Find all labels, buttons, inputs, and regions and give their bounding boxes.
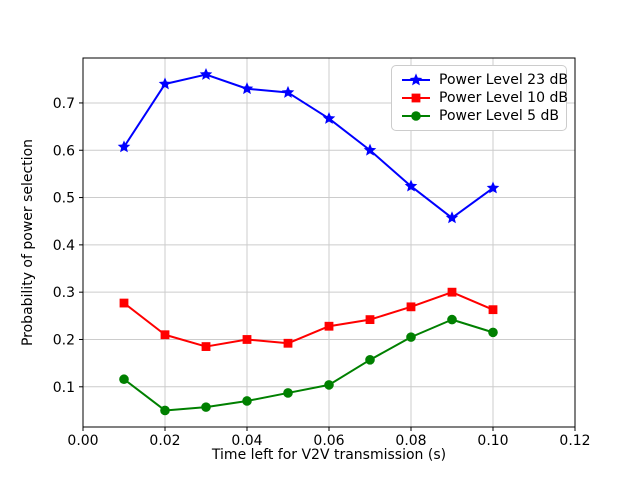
data-point-circle bbox=[324, 380, 334, 390]
x-tick-label: 0.04 bbox=[231, 433, 262, 449]
y-tick-label: 0.1 bbox=[53, 380, 75, 396]
data-point-square bbox=[406, 302, 416, 312]
x-tick-label: 0.10 bbox=[477, 433, 508, 449]
data-point-circle bbox=[488, 327, 498, 338]
y-tick-label: 0.6 bbox=[53, 143, 75, 159]
data-point-square bbox=[324, 321, 334, 331]
data-point-star bbox=[322, 111, 336, 124]
x-tick-label: 0.08 bbox=[395, 433, 426, 449]
data-point-square bbox=[201, 342, 211, 351]
data-point-star bbox=[363, 143, 377, 156]
x-tick-label: 0.00 bbox=[67, 433, 98, 449]
series-power-level-10-db bbox=[119, 287, 498, 351]
series-power-level-5-db bbox=[119, 314, 498, 416]
data-point-star bbox=[199, 67, 213, 80]
x-tick-label: 0.12 bbox=[559, 433, 590, 449]
data-point-circle bbox=[201, 402, 211, 412]
data-point-circle bbox=[411, 111, 421, 121]
x-tick-label: 0.06 bbox=[313, 433, 344, 449]
x-axis-label: Time left for V2V transmission (s) bbox=[211, 447, 447, 463]
data-point-circle bbox=[283, 388, 293, 398]
data-point-star bbox=[240, 82, 254, 95]
series-line bbox=[123, 73, 494, 219]
data-point-circle bbox=[365, 355, 375, 365]
data-point-star bbox=[445, 211, 459, 224]
legend-line-square-icon bbox=[402, 93, 430, 103]
data-point-star bbox=[486, 181, 500, 194]
data-point-star bbox=[117, 140, 131, 153]
legend-line-circle-icon bbox=[402, 111, 430, 121]
data-point-square bbox=[447, 287, 457, 297]
data-point-star bbox=[409, 73, 423, 86]
legend-item-power-5db: Power Level 5 dB bbox=[401, 107, 560, 125]
series-line bbox=[123, 291, 494, 348]
data-point-square bbox=[283, 338, 293, 348]
data-point-star bbox=[281, 85, 295, 98]
data-point-square bbox=[411, 93, 421, 103]
data-point-circle bbox=[119, 374, 129, 385]
data-point-circle bbox=[242, 396, 252, 406]
legend-item-power-10db: Power Level 10 dB bbox=[401, 89, 568, 107]
legend-item-power-23db: Power Level 23 dB bbox=[401, 71, 568, 89]
data-point-star bbox=[404, 179, 418, 192]
y-tick-label: 0.7 bbox=[53, 96, 75, 112]
y-tick-label: 0.3 bbox=[53, 285, 75, 301]
series-power-level-23-db bbox=[117, 67, 500, 224]
y-tick-label: 0.4 bbox=[53, 238, 75, 254]
data-point-square bbox=[365, 315, 375, 325]
legend: Power Level 23 dB Power Level 10 dB Powe… bbox=[391, 65, 568, 131]
y-tick-label: 0.2 bbox=[53, 332, 75, 348]
legend-label: Power Level 5 dB bbox=[439, 108, 560, 124]
data-point-circle bbox=[160, 405, 170, 416]
legend-label: Power Level 10 dB bbox=[439, 90, 568, 106]
series-line bbox=[123, 318, 494, 412]
legend-line-star-icon bbox=[402, 73, 430, 86]
x-tick-label: 0.02 bbox=[149, 433, 180, 449]
data-point-square bbox=[119, 298, 129, 308]
data-point-square bbox=[242, 335, 252, 344]
y-axis-label: Probability of power selection bbox=[20, 138, 36, 347]
data-point-circle bbox=[406, 332, 416, 342]
y-tick-label: 0.5 bbox=[53, 191, 75, 207]
data-point-square bbox=[488, 305, 498, 315]
data-point-star bbox=[158, 77, 172, 90]
legend-label: Power Level 23 dB bbox=[439, 72, 568, 88]
data-point-circle bbox=[447, 314, 457, 325]
data-point-square bbox=[160, 330, 170, 340]
